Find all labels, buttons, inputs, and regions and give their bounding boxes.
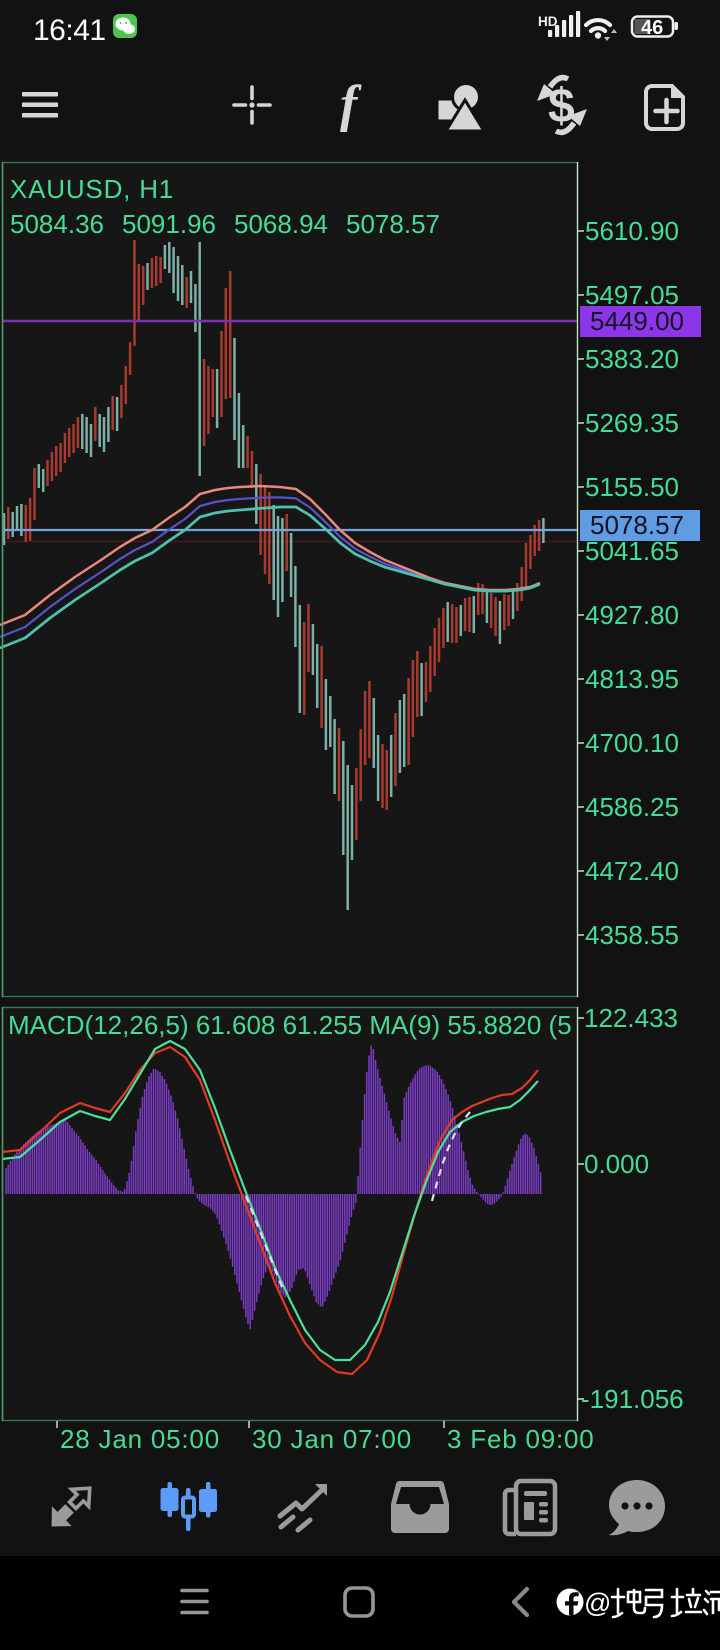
svg-text:5091.96: 5091.96 [122, 209, 216, 239]
svg-text:HD: HD [538, 14, 558, 29]
svg-text:5078.57: 5078.57 [346, 209, 440, 239]
svg-text:f: f [340, 76, 362, 133]
svg-text:5068.94: 5068.94 [234, 209, 328, 239]
svg-text:5084.36: 5084.36 [10, 209, 104, 239]
svg-text:4700.10: 4700.10 [585, 728, 679, 758]
svg-text:5497.05: 5497.05 [585, 280, 679, 310]
svg-text:5155.50: 5155.50 [585, 472, 679, 502]
svg-text:30 Jan 07:00: 30 Jan 07:00 [252, 1424, 412, 1454]
svg-text:28 Jan 05:00: 28 Jan 05:00 [60, 1424, 220, 1454]
svg-text:-191.056: -191.056 [581, 1384, 684, 1414]
svg-text:5269.35: 5269.35 [585, 408, 679, 438]
svg-text:16:41: 16:41 [33, 14, 106, 47]
svg-text:4472.40: 4472.40 [585, 856, 679, 886]
svg-text:4586.25: 4586.25 [585, 792, 679, 822]
svg-text:0.000: 0.000 [584, 1149, 649, 1179]
svg-text:122.433: 122.433 [584, 1003, 678, 1033]
svg-text:XAUUSD, H1: XAUUSD, H1 [10, 174, 174, 204]
svg-text:5078.57: 5078.57 [590, 510, 684, 540]
svg-text:4358.55: 4358.55 [585, 920, 679, 950]
svg-text:@: @ [584, 1588, 611, 1618]
svg-text:3 Feb 09:00: 3 Feb 09:00 [447, 1424, 595, 1454]
svg-text:5383.20: 5383.20 [585, 344, 679, 374]
svg-text:4813.95: 4813.95 [585, 664, 679, 694]
svg-text:4927.80: 4927.80 [585, 600, 679, 630]
svg-text:5449.00: 5449.00 [590, 306, 684, 336]
svg-text:5610.90: 5610.90 [585, 216, 679, 246]
svg-text:46: 46 [641, 17, 663, 39]
svg-text:MACD(12,26,5) 61.608 61.255 MA: MACD(12,26,5) 61.608 61.255 MA(9) 55.882… [8, 1010, 572, 1040]
